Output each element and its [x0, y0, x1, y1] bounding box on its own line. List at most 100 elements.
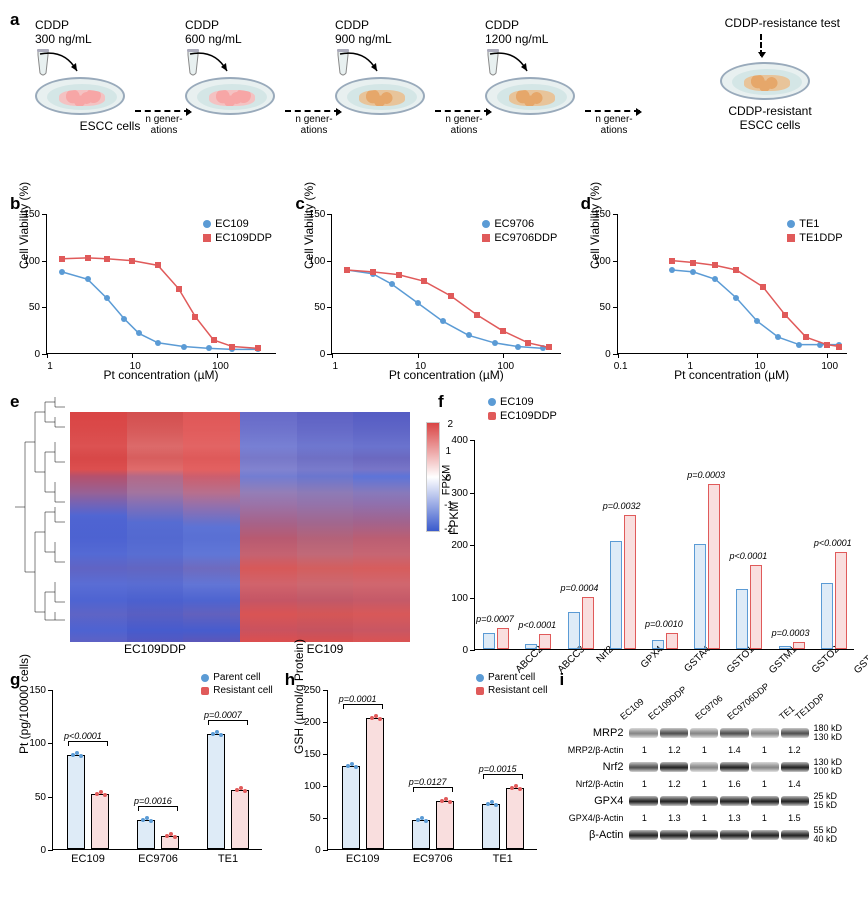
panel-a-label: a	[10, 10, 19, 30]
cell-bar-group	[133, 820, 183, 849]
y-axis-label: GSH (µmol/g Protein)	[292, 639, 306, 754]
band	[751, 796, 779, 806]
band	[660, 796, 688, 806]
bar-chart: Pt (pg/10000 cells)050100150EC109p<0.000…	[52, 690, 262, 850]
quant-row: GPX4/β-Actin11.311.311.5	[559, 812, 858, 824]
cell-bar-group	[63, 755, 113, 849]
protein-name: MRP2	[559, 727, 629, 739]
gene-bar-group	[732, 565, 766, 649]
gene-bar-group	[817, 552, 851, 649]
panel-h: hParent cellResistant cellGSH (µmol/g Pr…	[285, 670, 554, 850]
mw-markers: 130 kD100 kD	[813, 758, 842, 776]
petri-dish-icon	[720, 62, 810, 100]
panel-a: a CDDP300 ng/mLESCC cellsn gener-ationsC…	[10, 10, 858, 190]
lane-headers: EC109EC109DDPEC9706EC9706DDPTE1TE1DDP	[635, 694, 815, 720]
p-value: p=0.0016	[134, 796, 172, 806]
p-value: p=0.0007	[204, 710, 242, 720]
bar-resistant	[231, 790, 249, 849]
cell-line-name: EC9706	[128, 853, 188, 865]
bar-resistant	[539, 634, 551, 649]
band	[720, 728, 748, 738]
cell-bar-group	[338, 718, 388, 849]
mw-markers: 25 kD15 kD	[813, 792, 837, 810]
cddp-conc: CDDP900 ng/mL	[335, 18, 485, 47]
quant-row: Nrf2/β-Actin11.211.611.4	[559, 778, 858, 790]
band	[781, 762, 809, 772]
bar-parent	[610, 541, 622, 649]
bar-parent	[342, 766, 360, 849]
gene-bar-group	[564, 597, 598, 650]
cell-bar-group	[408, 801, 458, 849]
comparison-bracket	[483, 774, 523, 778]
blot-lanes	[629, 762, 809, 772]
bar-parent	[821, 583, 833, 649]
bar-resistant	[793, 642, 805, 649]
ef-row: e 2 1 0 -1 -2	[10, 382, 858, 656]
panel-f: f EC109 EC109DDP FPKM 0100200300400ABCC2…	[438, 392, 858, 656]
viability-chart: Cell Viability (%)EC9706EC9706DDP0501001…	[331, 214, 561, 354]
panel-g: gParent cellResistant cellPt (pg/10000 c…	[10, 670, 279, 850]
band	[751, 762, 779, 772]
bar-parent	[482, 804, 500, 849]
quant-values: 11.211.411.2	[629, 745, 809, 755]
band	[629, 762, 657, 772]
bar-parent	[779, 646, 791, 649]
panel-e: e 2 1 0 -1 -2	[10, 392, 430, 656]
protein-name: GPX4	[559, 795, 629, 807]
p-value: p<0.0001	[518, 620, 556, 630]
blot-lanes	[629, 728, 809, 738]
band	[720, 762, 748, 772]
band	[660, 728, 688, 738]
heatmap: 2 1 0 -1 -2 FPKM	[70, 412, 410, 642]
bar-resistant	[436, 801, 454, 849]
protein-name: β-Actin	[559, 829, 629, 841]
bar-resistant	[708, 484, 720, 649]
p-value: p=0.0003	[772, 628, 810, 638]
final-stage: CDDP-resistance testCDDP-resistantESCC c…	[650, 16, 840, 132]
x-axis-label: Pt concentration (µM)	[331, 368, 561, 382]
bar-parent	[207, 734, 225, 849]
generations-arrow-icon	[285, 110, 340, 112]
p-value: p=0.0004	[561, 583, 599, 593]
cell-line-name: EC9706	[403, 853, 463, 865]
quant-row: MRP2/β-Actin11.211.411.2	[559, 744, 858, 756]
p-value: p=0.0007	[476, 614, 514, 624]
bar-resistant	[497, 628, 509, 649]
petri-dish-icon	[35, 77, 125, 115]
bar-parent	[568, 612, 580, 649]
band	[629, 830, 657, 840]
bar-parent	[412, 820, 430, 849]
p-value: p=0.0001	[339, 694, 377, 704]
cddp-conc: CDDP600 ng/mL	[185, 18, 335, 47]
bar-parent	[652, 640, 664, 649]
cell-line-name: TE1	[198, 853, 258, 865]
dendrogram-icon	[10, 392, 70, 622]
panel-d: dCell Viability (%)TE1TE1DDP0501001500.1…	[581, 194, 858, 382]
band	[660, 762, 688, 772]
cell-line-name: TE1	[473, 853, 533, 865]
comparison-bracket	[68, 741, 108, 745]
x-axis-label: Pt concentration (µM)	[617, 368, 847, 382]
p-value: p=0.0010	[645, 619, 683, 629]
protein-name: Nrf2	[559, 761, 629, 773]
p-value: p<0.0001	[729, 551, 767, 561]
band	[660, 830, 688, 840]
bar-parent	[736, 589, 748, 649]
generations-arrow-icon	[135, 110, 190, 112]
bar-parent	[694, 544, 706, 649]
panel-b: bCell Viability (%)EC109EC109DDP05010015…	[10, 194, 287, 382]
gene-bar-group	[775, 642, 809, 649]
band	[690, 830, 718, 840]
panel-f-label: f	[438, 392, 444, 411]
resistance-test-label: CDDP-resistance test	[650, 16, 840, 30]
panel-i: i EC109EC109DDPEC9706EC9706DDPTE1TE1DDPM…	[559, 670, 858, 850]
bar-resistant	[91, 794, 109, 849]
blot-lanes	[629, 796, 809, 806]
comparison-bracket	[413, 787, 453, 791]
quant-label: MRP2/β-Actin	[559, 745, 629, 755]
bar-resistant	[750, 565, 762, 649]
viability-chart: Cell Viability (%)EC109EC109DDP050100150…	[46, 214, 276, 354]
curve-line	[332, 214, 562, 354]
band	[629, 796, 657, 806]
curve-line	[47, 214, 277, 354]
